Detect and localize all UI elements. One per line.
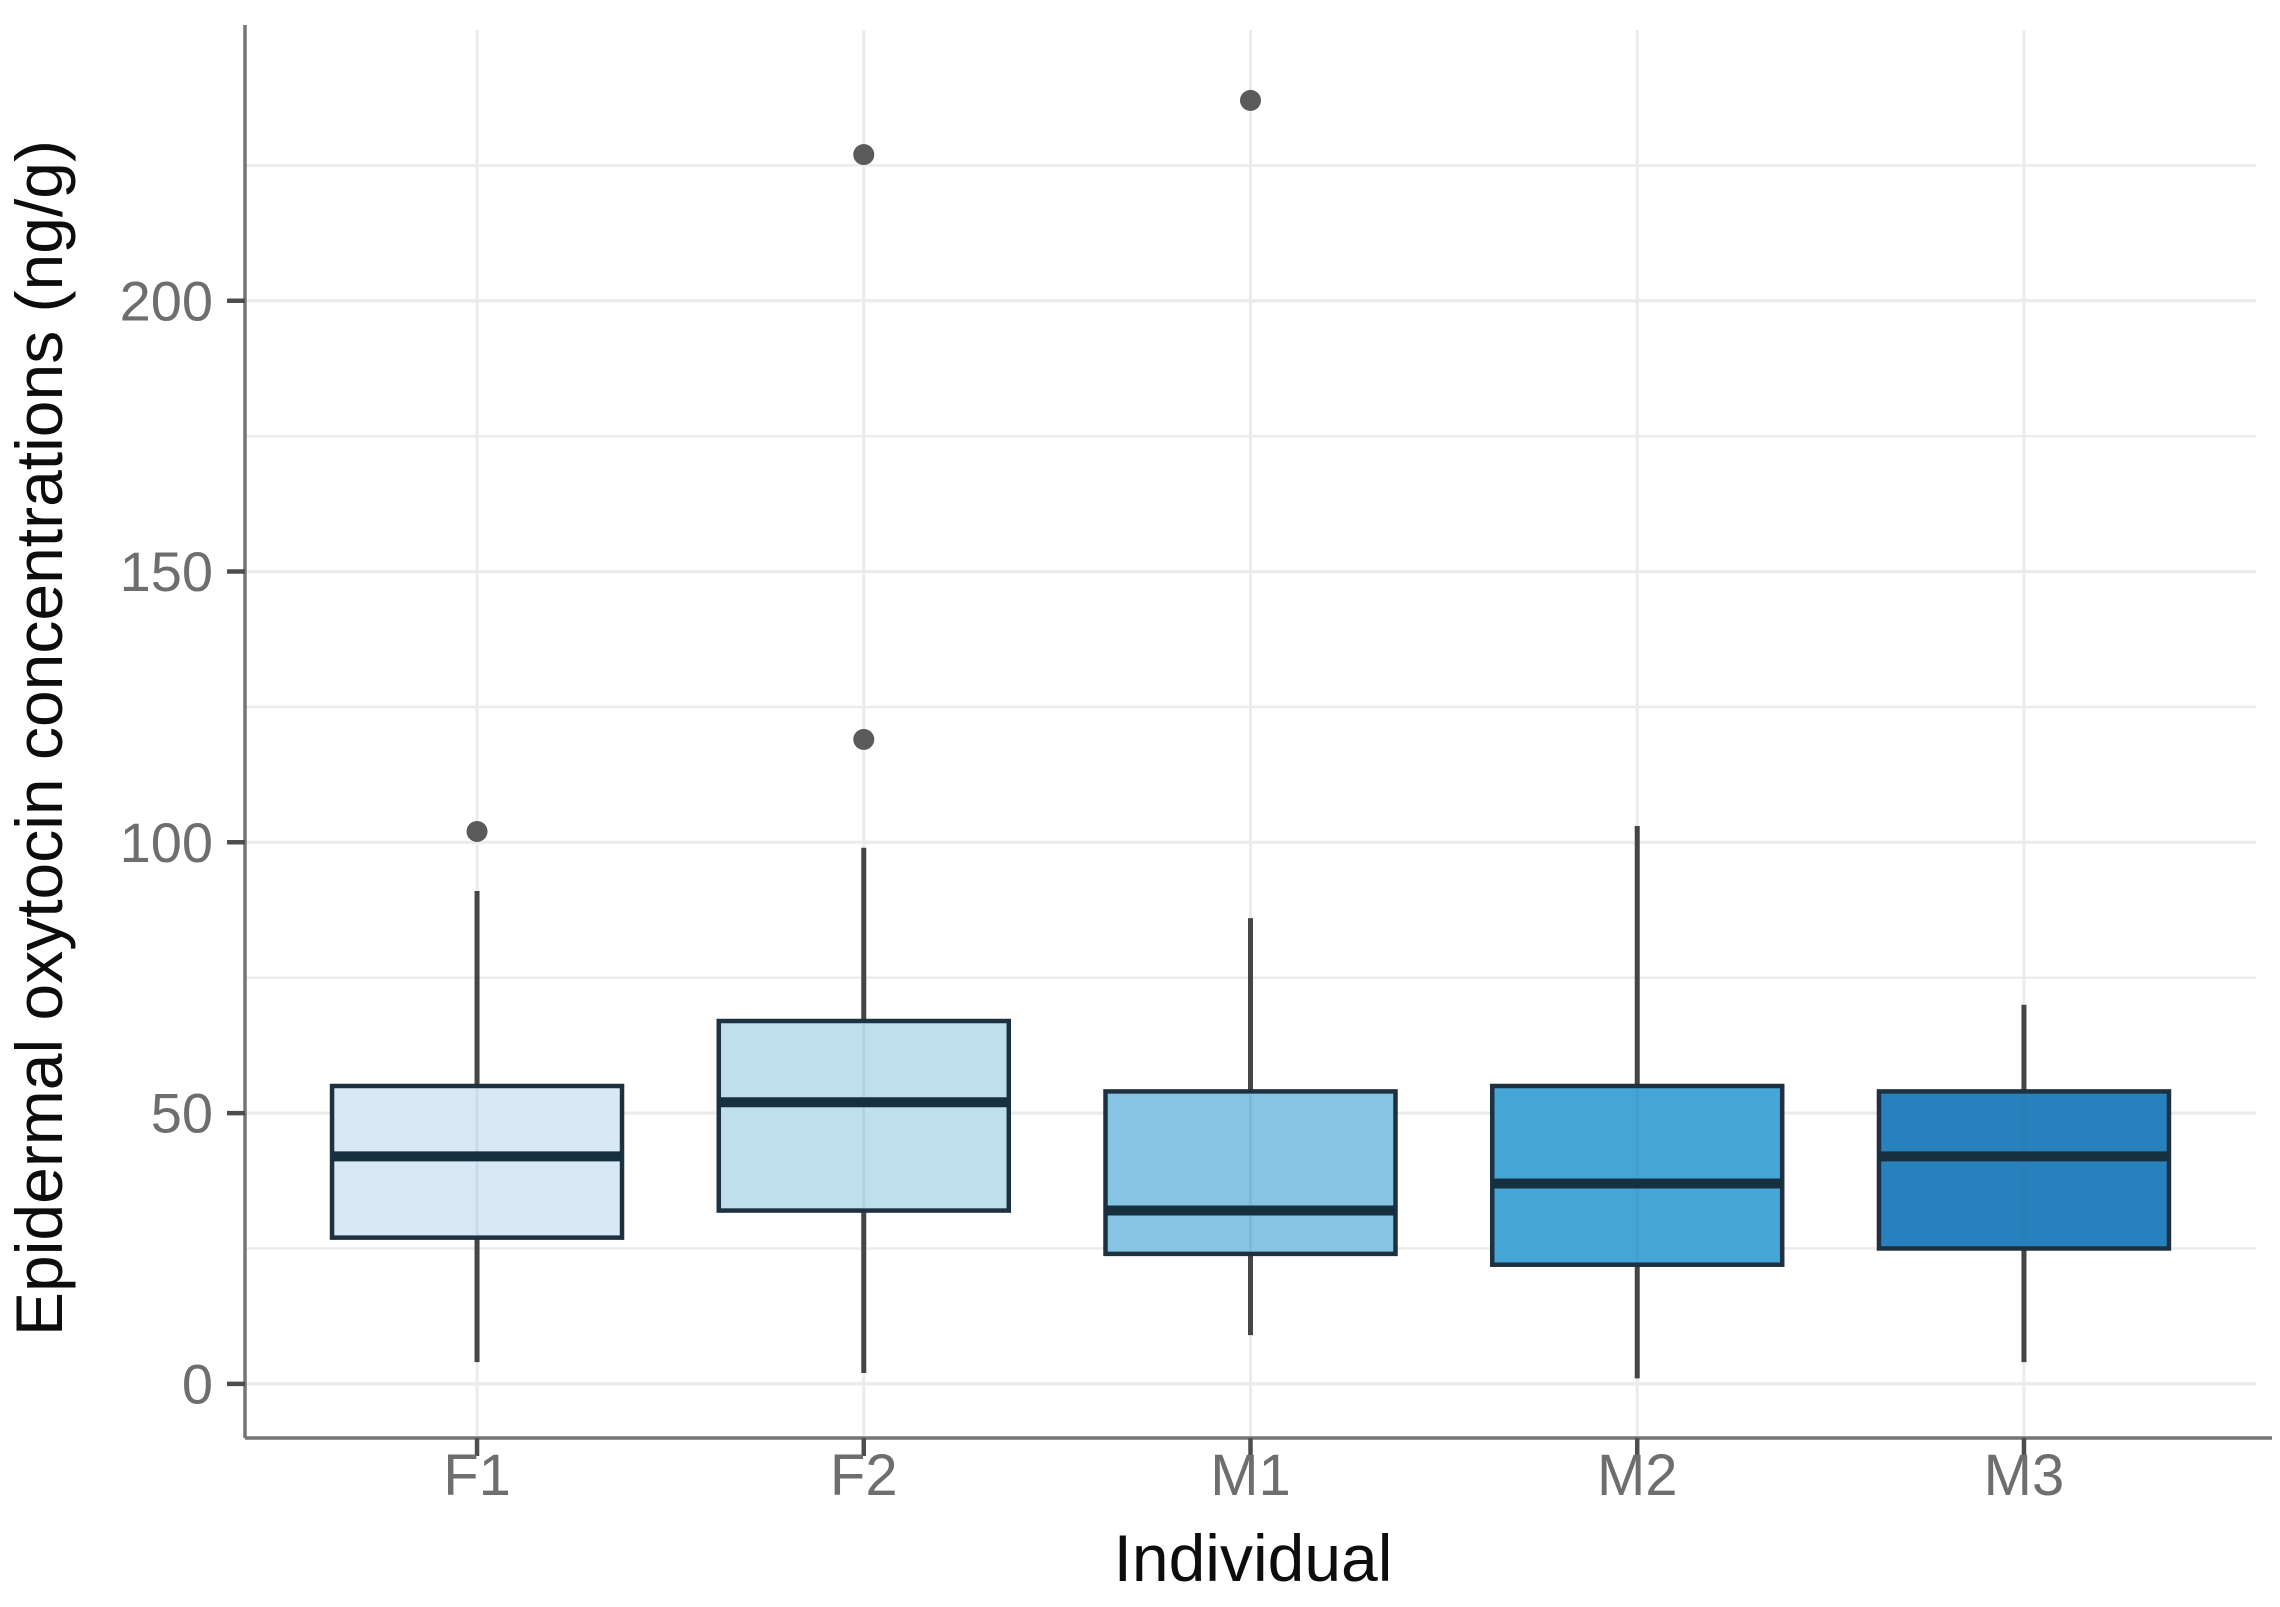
y-tick-label: 50	[151, 1082, 213, 1145]
iqr-box	[1876, 1089, 2172, 1251]
outlier-point	[466, 820, 488, 842]
x-tick-label: M3	[1984, 1443, 2065, 1508]
iqr-box	[329, 1083, 625, 1240]
x-tick-label: M1	[1210, 1443, 1291, 1508]
axis-layer: 0 50 100 150 200 F1 F2 M1 M2 M3	[120, 25, 2272, 1508]
outlier-point	[853, 144, 875, 166]
box-group-F2	[716, 144, 1012, 1374]
y-tick-label: 150	[120, 540, 213, 603]
x-tick-label: M2	[1597, 1443, 1678, 1508]
y-tick-label: 100	[120, 811, 213, 874]
y-tick-label: 200	[120, 269, 213, 332]
x-tick-label: F1	[443, 1443, 511, 1508]
box-group-M3	[1876, 1004, 2172, 1363]
x-tick-label: F2	[830, 1443, 898, 1508]
outlier-point	[1240, 89, 1261, 111]
y-tick-label: 0	[182, 1352, 213, 1415]
box-group-M2	[1489, 826, 1785, 1379]
y-axis-title: Epidermal oxytocin concentrations (ng/g)	[2, 140, 76, 1336]
x-axis-title: Individual	[1114, 1521, 1393, 1595]
box-group-F1	[329, 820, 625, 1363]
box-group-M1	[1103, 89, 1398, 1336]
iqr-box	[716, 1018, 1012, 1213]
outlier-point	[853, 728, 875, 750]
iqr-box	[1489, 1083, 1785, 1267]
iqr-box	[1103, 1089, 1398, 1257]
